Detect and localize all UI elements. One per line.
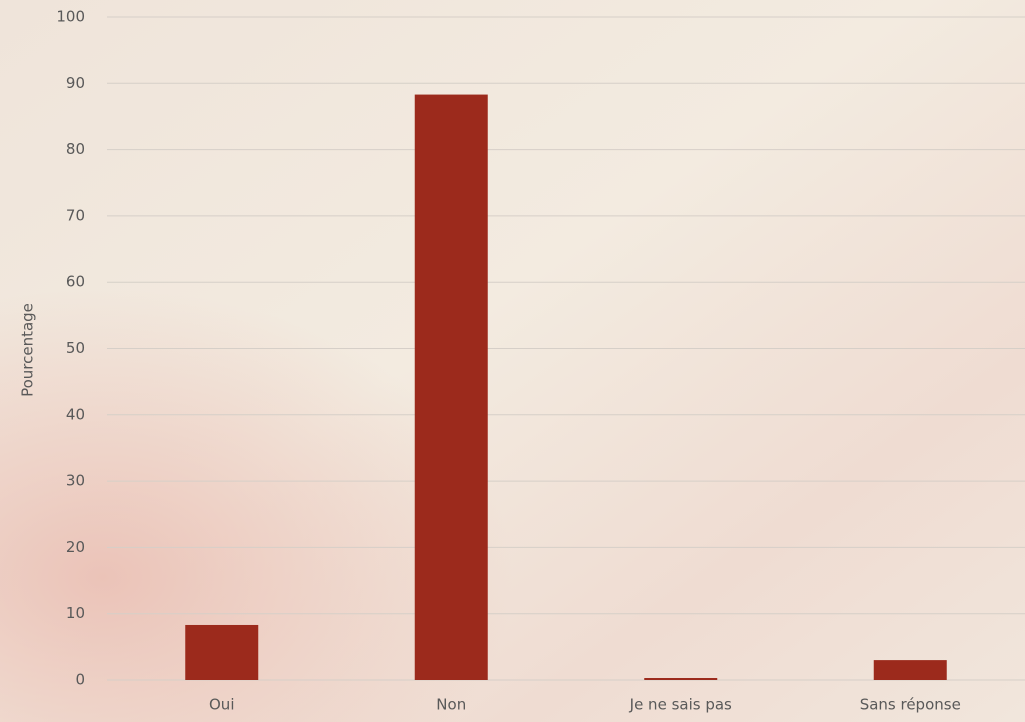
x-tick-label: Non [436,696,466,714]
y-tick-label: 20 [66,538,85,556]
x-tick-label: Oui [209,696,234,714]
bar [414,94,488,681]
y-tick-label: 60 [66,273,85,291]
y-tick-label: 70 [66,206,85,224]
bar [873,660,947,680]
y-tick-label: 40 [66,405,85,423]
x-tick-label: Sans réponse [860,696,961,714]
y-tick-label: 30 [66,472,85,490]
y-tick-label: 10 [66,604,85,622]
y-tick-label: 50 [66,339,85,357]
y-tick-label: 0 [75,671,85,689]
y-axis-label: Pourcentage [19,303,37,397]
bar [185,624,259,680]
x-tick-label: Je ne sais pas [629,696,732,714]
y-tick-label: 100 [56,8,85,26]
y-tick-label: 90 [66,74,85,92]
y-tick-label: 80 [66,140,85,158]
bar [644,678,718,680]
